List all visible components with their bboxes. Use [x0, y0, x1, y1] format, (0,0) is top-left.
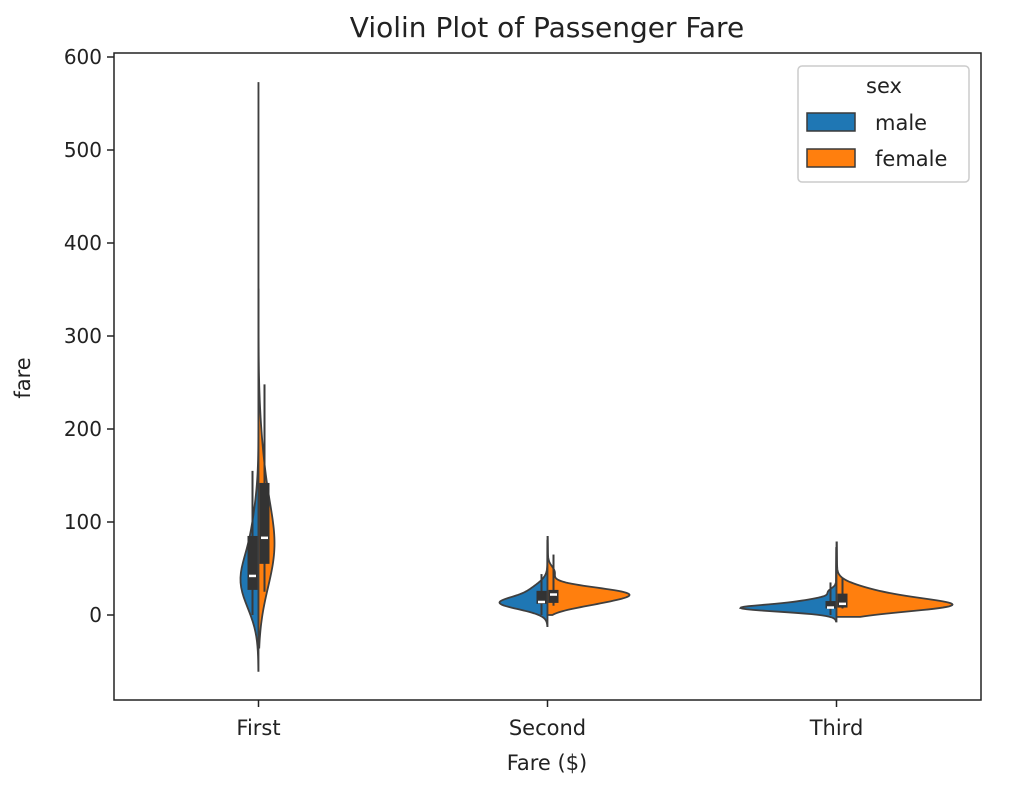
- violin-female-second: [546, 535, 631, 616]
- y-tick-label: 0: [89, 603, 102, 627]
- y-tick-label: 600: [64, 45, 102, 69]
- legend-swatch-male: [806, 112, 856, 132]
- y-tick-label: 100: [64, 510, 102, 534]
- y-tick-label: 200: [64, 417, 102, 441]
- iqr-box-female-third: [837, 593, 848, 608]
- iqr-box-male-third: [825, 601, 836, 609]
- iqr-box-male-second: [536, 590, 547, 604]
- plot-area: 0 100 200 300 400 500 600 First Second Third: [64, 45, 982, 740]
- iqr-box-male-first: [247, 535, 258, 590]
- y-tick-label: 400: [64, 231, 102, 255]
- legend: sex male female: [797, 65, 970, 183]
- chart-title: Violin Plot of Passenger Fare: [350, 11, 744, 44]
- legend-label-male: male: [875, 111, 927, 135]
- violin-male-third: [738, 547, 838, 623]
- x-tick-label: Second: [509, 716, 586, 740]
- x-tick-label: Third: [809, 716, 864, 740]
- legend-swatch-female: [806, 148, 856, 168]
- legend-label-female: female: [875, 147, 947, 171]
- violin-male-second: [498, 539, 549, 628]
- y-tick-label: 300: [64, 324, 102, 348]
- x-tick-label: First: [236, 716, 280, 740]
- iqr-box-female-second: [548, 589, 559, 603]
- y-tick-label: 500: [64, 138, 102, 162]
- y-axis-label: fare: [11, 357, 35, 398]
- violin-female-third: [835, 541, 954, 618]
- x-axis-label: Fare ($): [507, 751, 588, 775]
- iqr-box-female-first: [259, 482, 270, 564]
- legend-title: sex: [866, 74, 902, 98]
- violin-female-first: [257, 288, 276, 649]
